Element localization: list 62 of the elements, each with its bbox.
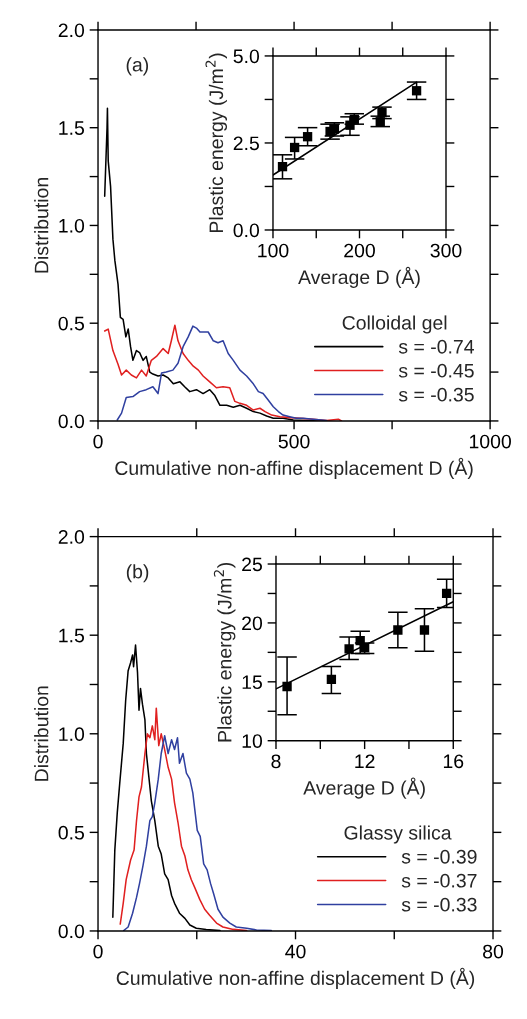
point xyxy=(302,132,313,142)
y-tick-label: 1.0 xyxy=(59,218,85,233)
y-tick-label: 0.5 xyxy=(58,825,85,840)
point xyxy=(359,642,370,653)
y-tick-label: 15 xyxy=(242,675,262,690)
x-tick-label: 0 xyxy=(93,944,103,959)
y-tick-label: 0.5 xyxy=(58,316,85,331)
y-axis-title: Distribution xyxy=(34,178,49,273)
y-tick-label: 1.5 xyxy=(59,121,85,135)
point xyxy=(349,114,359,124)
y-tick-label: 1.5 xyxy=(59,628,85,643)
legend-label: s = -0.37 xyxy=(401,873,477,888)
x-axis-title: Cumulative non-affine displacement D (Å) xyxy=(115,457,473,479)
x-tick-label: 8 xyxy=(271,754,281,769)
x-tick-label: 1000 xyxy=(469,434,511,449)
x-tick-label: 500 xyxy=(278,434,310,449)
point xyxy=(375,117,385,127)
point xyxy=(377,108,387,118)
legend-label: s = -0.39 xyxy=(401,849,477,864)
x-axis-title: Cumulative non-affine displacement D (Å) xyxy=(116,967,475,989)
x-tick-label: 12 xyxy=(355,754,375,768)
y-tick-label: 1.0 xyxy=(59,727,85,742)
y-tick-label: 2.0 xyxy=(58,530,85,544)
point xyxy=(329,124,340,134)
y-axis-title: Plastic energy (J/m$^{2}$) xyxy=(213,563,236,742)
y-tick-label: 5.0 xyxy=(233,49,260,64)
legend-title: Glassy silica xyxy=(344,825,452,844)
annotation: (b) xyxy=(126,564,149,583)
y-axis-title: Plastic energy (J/m$^{2}$) xyxy=(205,53,228,232)
x-tick-label: 0 xyxy=(93,434,103,449)
x-tick-label: 80 xyxy=(483,944,504,959)
point xyxy=(441,588,452,599)
y-axis-title: Distribution xyxy=(34,686,49,781)
x-axis-title: Average D (Å) xyxy=(298,266,420,288)
annotation: (a) xyxy=(126,57,149,76)
x-tick-label: 16 xyxy=(443,754,464,769)
legend-label: s = -0.33 xyxy=(401,897,477,912)
x-tick-label: 200 xyxy=(344,243,375,258)
point xyxy=(277,161,288,172)
x-tick-label: 40 xyxy=(285,944,306,959)
y-tick-label: 20 xyxy=(242,616,263,631)
point xyxy=(419,625,430,635)
point xyxy=(282,681,292,692)
point xyxy=(411,86,422,96)
point xyxy=(393,625,403,635)
x-tick-label: 300 xyxy=(430,243,462,258)
y-tick-label: 0.0 xyxy=(233,223,260,238)
y-tick-label: 25 xyxy=(242,557,262,572)
legend-label: s = -0.45 xyxy=(398,363,474,378)
y-tick-label: 0.0 xyxy=(58,414,85,429)
point xyxy=(326,674,337,685)
point xyxy=(289,142,300,153)
legend-title: Colloidal gel xyxy=(342,315,447,334)
legend-label: s = -0.35 xyxy=(398,387,474,402)
x-tick-label: 100 xyxy=(258,243,289,258)
y-tick-label: 2.0 xyxy=(58,23,85,38)
y-tick-label: 2.5 xyxy=(233,136,259,151)
y-tick-label: 0.0 xyxy=(58,924,85,939)
point xyxy=(344,644,354,654)
y-tick-label: 10 xyxy=(242,734,263,748)
x-axis-title: Average D (Å) xyxy=(303,777,425,799)
legend-label: s = -0.74 xyxy=(398,339,474,354)
